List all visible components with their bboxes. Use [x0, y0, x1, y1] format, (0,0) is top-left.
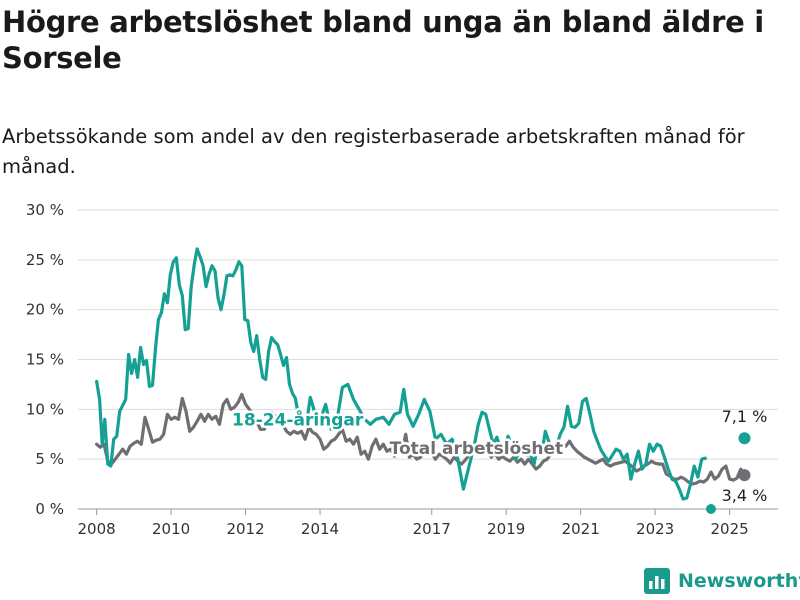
y-tick-label: 15 % — [26, 351, 64, 369]
y-tick-label: 5 % — [35, 450, 64, 468]
x-tick-label: 2019 — [487, 520, 525, 538]
end-point-youth — [738, 432, 751, 445]
series-lines — [95, 247, 751, 514]
series-label-total: Total arbetslöshet — [390, 439, 564, 459]
x-tick-label: 2012 — [226, 520, 264, 538]
y-tick-label: 30 % — [26, 201, 64, 219]
series-line-total — [95, 392, 747, 486]
x-axis: 2008 2010 2012 2014 2017 2019 2021 2023 2025 — [78, 508, 778, 538]
chart-title: Högre arbetslöshet bland unga än bland ä… — [2, 5, 764, 75]
bar-chart-icon — [644, 568, 670, 594]
grid-lines — [78, 209, 778, 510]
x-tick-label: 2008 — [78, 520, 116, 538]
end-point-total — [738, 469, 751, 482]
series-labels: 7,1 %3,4 %18-24-åringar18-24-åringarTota… — [230, 406, 768, 505]
series-label-youth: 18-24-åringar — [232, 408, 364, 430]
end-label-youth: 7,1 % — [722, 407, 768, 426]
y-tick-label: 25 % — [26, 251, 64, 269]
latest-point-youth — [705, 504, 716, 514]
x-tick-label: 2021 — [562, 520, 600, 538]
x-tick-label: 2023 — [636, 520, 674, 538]
series-label-total-halo: Total arbetslöshet — [390, 439, 564, 459]
chart-subtitle: Arbetssökande som andel av den registerb… — [2, 125, 745, 178]
series-label-youth-halo: 18-24-åringar — [232, 408, 364, 430]
newsworthy-logo: Newsworthy — [644, 568, 800, 594]
end-label-total: 3,4 % — [722, 486, 768, 505]
y-tick-label: 0 % — [35, 500, 64, 518]
y-tick-label: 10 % — [26, 400, 64, 418]
x-tick-label: 2014 — [301, 520, 339, 538]
line-chart: 0 %5 %10 %15 %20 %25 %30 % 2008 2010 2012 2… — [26, 201, 778, 538]
x-tick-label: 2025 — [711, 520, 749, 538]
series-line-youth — [95, 247, 707, 501]
x-tick-label: 2010 — [152, 520, 190, 538]
y-tick-label: 20 % — [26, 301, 64, 319]
brand-name: Newsworthy — [678, 570, 800, 592]
y-axis-ticks: 0 % 5 % 10 % 15 % 20 % 25 % 30 % — [26, 201, 64, 518]
x-tick-label: 2017 — [413, 520, 451, 538]
